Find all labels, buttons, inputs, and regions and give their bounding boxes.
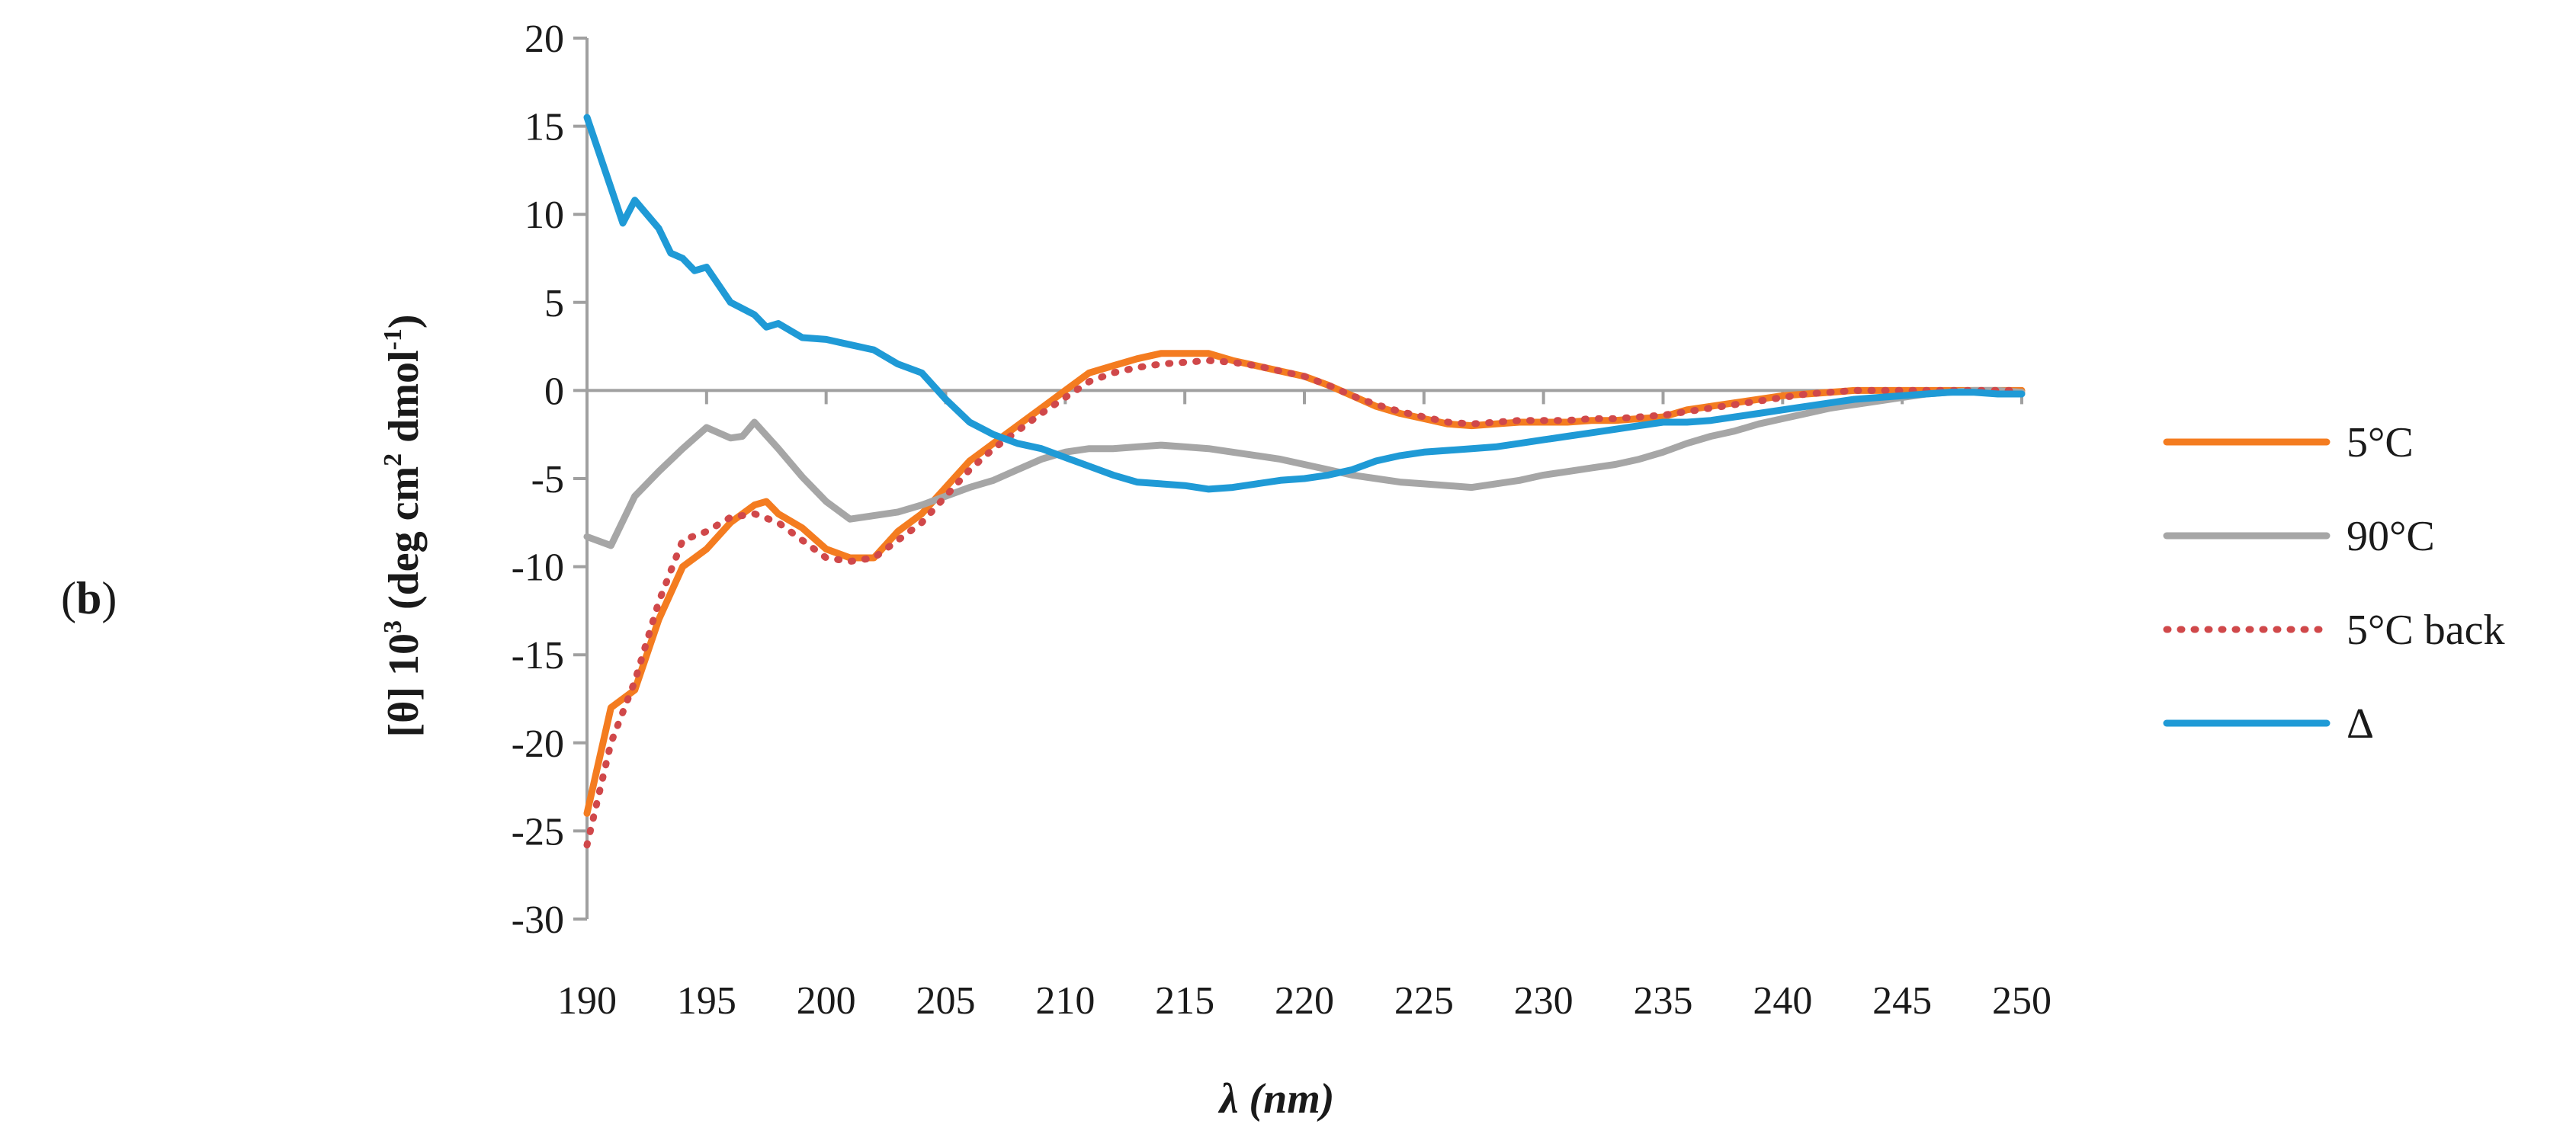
y-tick-label: 20 (525, 18, 564, 61)
x-tick-label: 250 (1992, 979, 2051, 1023)
series-line-1 (583, 386, 2026, 549)
x-tick-label: 195 (677, 979, 736, 1023)
x-tick-label: 210 (1035, 979, 1095, 1023)
panel-label-letter: b (76, 573, 101, 623)
x-tick-label: 200 (797, 979, 856, 1023)
x-tick-label: 235 (1634, 979, 1693, 1023)
legend-label-3: Δ (2347, 700, 2374, 748)
y-tick-label: -25 (512, 810, 564, 854)
legend: 5°C 90°C 5°C back Δ (2163, 419, 2504, 748)
y-axis-title: [θ] 103 (deg cm2 dmol-1) (379, 314, 428, 737)
legend-label-0: 5°C (2347, 419, 2414, 466)
y-tick-label: -15 (512, 634, 564, 677)
y-tick-label: -20 (512, 722, 564, 766)
y-tick-label: 15 (525, 106, 564, 149)
x-tick-label: 190 (557, 979, 617, 1023)
panel-label-open: ( (61, 573, 76, 623)
x-tick-label: 220 (1275, 979, 1334, 1023)
y-tick-label: 0 (544, 370, 564, 413)
x-tick-label: 205 (916, 979, 976, 1023)
legend-label-1: 90°C (2347, 513, 2435, 560)
y-tick-labels: 20 15 10 5 0 -5 -10 -15 -20 -25 -30 (512, 18, 564, 942)
y-tick-label: -30 (512, 898, 564, 942)
series-lines (583, 114, 2026, 849)
x-tick-labels: 190 195 200 205 210 215 220 225 230 235 240 245 250 (557, 979, 2051, 1023)
x-tick-label: 240 (1753, 979, 1812, 1023)
series-line-3 (583, 114, 2026, 493)
y-tick-label: 5 (544, 282, 564, 325)
y-tick-label: -10 (512, 546, 564, 590)
legend-label-2: 5°C back (2347, 607, 2504, 654)
x-axis-title: λ (nm) (1218, 1075, 1335, 1123)
x-tick-label: 230 (1514, 979, 1574, 1023)
axes (573, 37, 2023, 921)
x-axis-title-text: λ (nm) (1218, 1075, 1335, 1123)
panel-label: (b) (61, 573, 117, 623)
series-line-0 (583, 350, 2026, 817)
y-tick-label: -5 (531, 458, 564, 501)
panel-label-close: ) (101, 573, 117, 623)
x-tick-label: 225 (1394, 979, 1454, 1023)
x-tick-label: 245 (1872, 979, 1932, 1023)
y-tick-label: 10 (525, 194, 564, 237)
x-tick-label: 215 (1155, 979, 1214, 1023)
series-line-2 (583, 357, 2026, 849)
